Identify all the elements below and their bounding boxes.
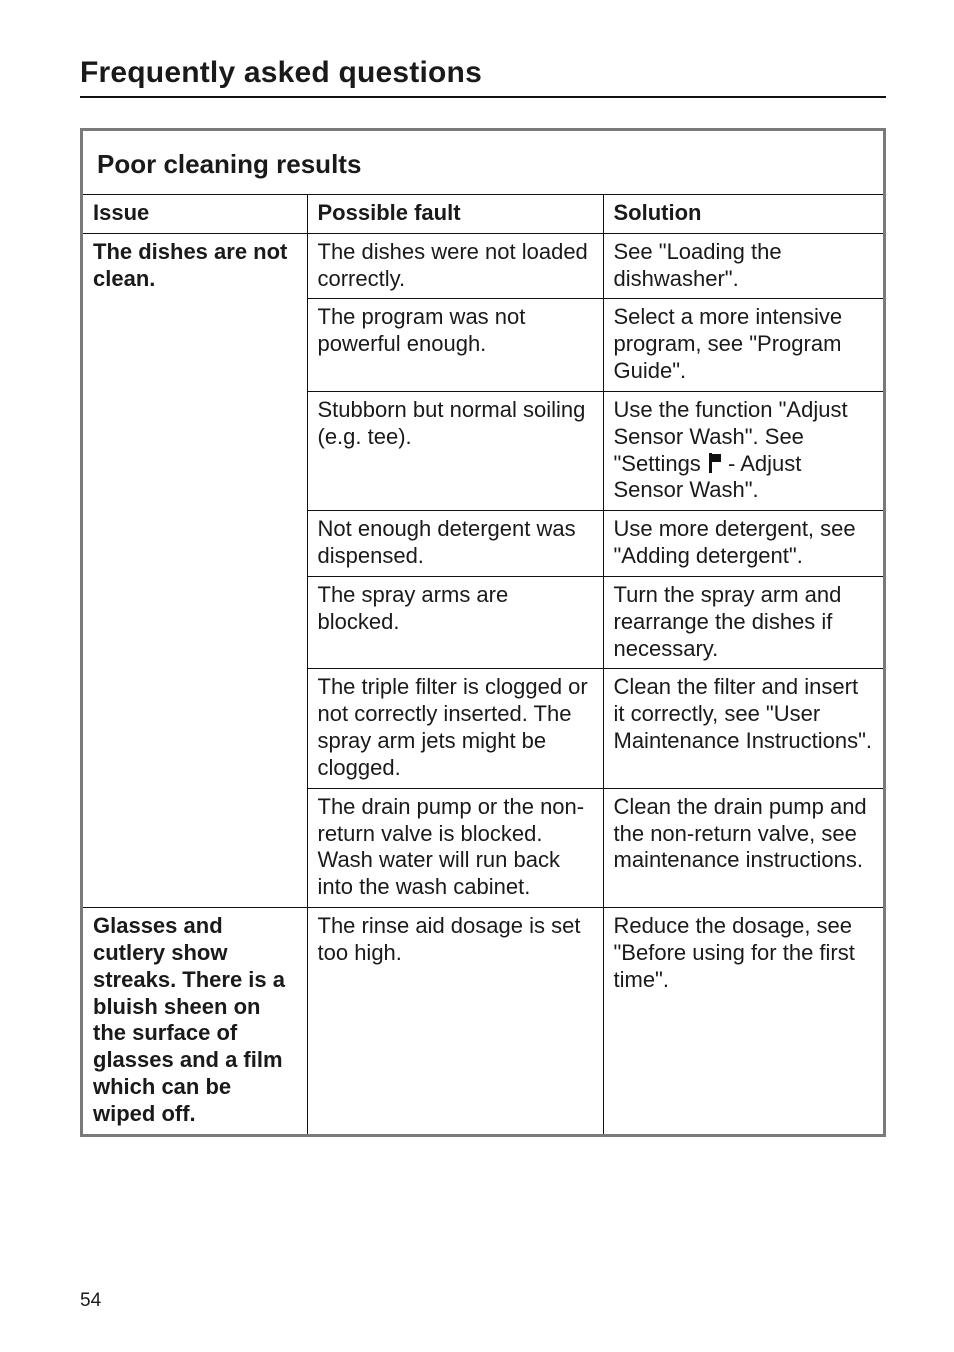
page-number: 54: [80, 1290, 101, 1312]
fault-cell: Stubborn but normal soiling (e.g. tee).: [307, 391, 603, 510]
solution-cell: See "Loading the dishwasher".: [603, 233, 883, 299]
fault-cell: Not enough detergent was dispensed.: [307, 511, 603, 577]
section-title: Poor cleaning results: [97, 149, 883, 180]
issue-cell: Glasses and cutlery show streaks. There …: [83, 908, 307, 1134]
solution-cell: Reduce the dosage, see "Before using for…: [603, 908, 883, 1134]
title-divider: [80, 96, 886, 98]
solution-cell: Use the function "Adjust Sensor Wash". S…: [603, 391, 883, 510]
fault-cell: The rinse aid dosage is set too high.: [307, 908, 603, 1134]
table-header-row: Issue Possible fault Solution: [83, 195, 883, 234]
solution-cell: Clean the filter and insert it correctly…: [603, 669, 883, 788]
col-issue: Issue: [83, 195, 307, 234]
fault-cell: The program was not powerful enough.: [307, 299, 603, 391]
solution-cell: Clean the drain pump and the non-return …: [603, 788, 883, 907]
issue-cell: The dishes are not clean.: [83, 233, 307, 907]
faq-box: Poor cleaning results Issue Possible fau…: [80, 128, 886, 1137]
fault-cell: The drain pump or the non-return valve i…: [307, 788, 603, 907]
solution-cell: Use more detergent, see "Adding detergen…: [603, 511, 883, 577]
table-row: The dishes are not clean. The dishes wer…: [83, 233, 883, 299]
fault-cell: The spray arms are blocked.: [307, 576, 603, 668]
flag-icon: [707, 453, 722, 473]
table-row: Glasses and cutlery show streaks. There …: [83, 908, 883, 1134]
solution-cell: Turn the spray arm and rearrange the dis…: [603, 576, 883, 668]
col-solution: Solution: [603, 195, 883, 234]
fault-cell: The dishes were not loaded correctly.: [307, 233, 603, 299]
solution-cell: Select a more intensive program, see "Pr…: [603, 299, 883, 391]
fault-cell: The triple filter is clogged or not corr…: [307, 669, 603, 788]
faq-table: Issue Possible fault Solution The dishes…: [83, 194, 883, 1134]
col-fault: Possible fault: [307, 195, 603, 234]
page-title: Frequently asked questions: [80, 56, 886, 90]
